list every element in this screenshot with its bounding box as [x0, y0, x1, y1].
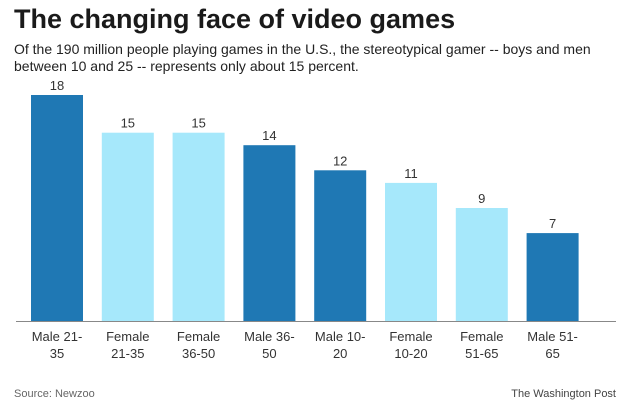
category-label: 65 — [545, 346, 559, 361]
category-label: 51-65 — [465, 346, 498, 361]
bar-3 — [243, 145, 296, 321]
category-label: Male 36- — [244, 329, 295, 344]
chart-title: The changing face of video games — [14, 4, 456, 34]
bar-4 — [314, 170, 367, 321]
bar-6 — [455, 208, 508, 321]
bar-5 — [385, 182, 437, 321]
chart-subtitle: Of the 190 million people playing games … — [14, 41, 591, 74]
category-label: 35 — [50, 346, 64, 361]
source-note: Source: Newzoo — [14, 388, 95, 400]
category-label: 20 — [333, 346, 347, 361]
category-label: 36-50 — [182, 346, 215, 361]
category-label: Female — [389, 329, 432, 344]
category-label: 50 — [262, 346, 276, 361]
bar-value-label: 14 — [262, 128, 276, 143]
bar-0 — [31, 95, 83, 321]
bar-value-label: 12 — [333, 153, 347, 168]
bar-2 — [172, 132, 225, 321]
category-label: Male 21- — [32, 329, 83, 344]
bar-value-label: 15 — [191, 116, 205, 131]
bar-1 — [101, 132, 154, 321]
category-label: 21-35 — [111, 346, 144, 361]
bar-value-label: 7 — [549, 216, 556, 231]
category-label: Male 10- — [315, 329, 366, 344]
bar-7 — [526, 233, 579, 321]
category-label: Male 51- — [527, 329, 578, 344]
bar-value-label: 11 — [404, 166, 418, 181]
category-label: Female — [460, 329, 503, 344]
category-label: Female — [177, 329, 220, 344]
bar-value-label: 18 — [50, 78, 64, 93]
bar-value-label: 15 — [121, 116, 135, 131]
category-label: 10-20 — [394, 346, 427, 361]
bar-value-label: 9 — [478, 191, 485, 206]
publisher-credit: The Washington Post — [511, 388, 616, 400]
category-label: Female — [106, 329, 149, 344]
